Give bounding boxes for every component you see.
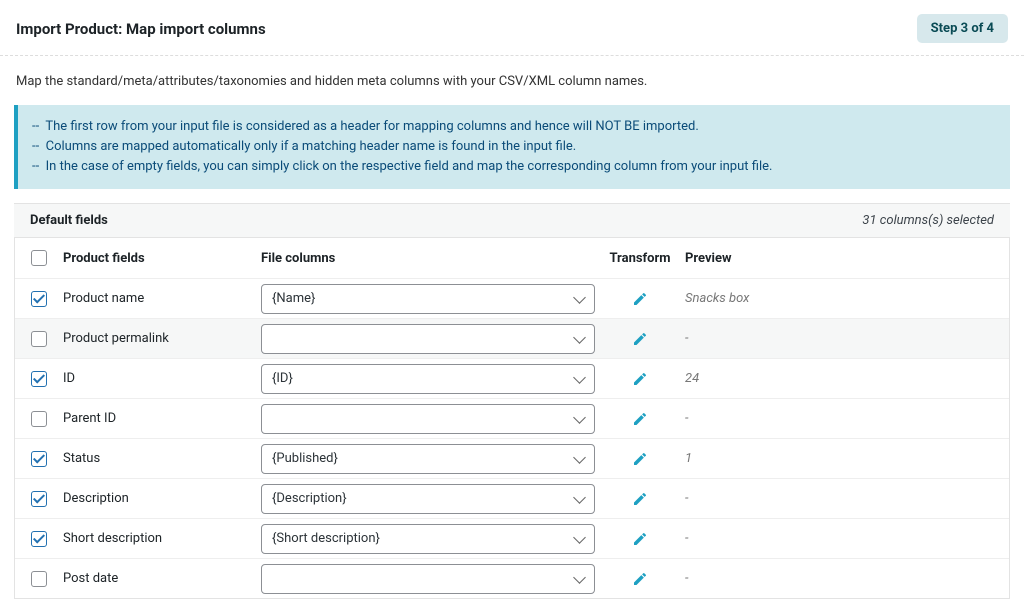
page-title: Import Product: Map import columns	[16, 20, 266, 38]
page-subtext: Map the standard/meta/attributes/taxonom…	[0, 56, 1024, 105]
preview-value: Snacks box	[675, 291, 1009, 306]
table-row: Product permalink -	[15, 318, 1009, 358]
file-column-select[interactable]	[261, 564, 595, 594]
col-header-field: Product fields	[63, 251, 261, 266]
file-column-select[interactable]: {Short description}	[261, 524, 595, 554]
mapping-table: Product fields File columns Transform Pr…	[14, 238, 1010, 599]
pencil-icon[interactable]	[632, 491, 648, 507]
pencil-icon[interactable]	[632, 531, 648, 547]
preview-value: -	[675, 571, 1009, 586]
file-column-select[interactable]: {Description}	[261, 484, 595, 514]
preview-value: 24	[675, 371, 1009, 386]
info-notice: -- The first row from your input file is…	[14, 105, 1010, 189]
row-checkbox[interactable]	[31, 491, 47, 507]
field-label: Parent ID	[63, 411, 261, 426]
section-title: Default fields	[30, 213, 108, 228]
col-header-transform: Transform	[605, 251, 675, 266]
col-header-preview: Preview	[675, 251, 1009, 266]
pencil-icon[interactable]	[632, 571, 648, 587]
section-header: Default fields 31 columns(s) selected	[14, 203, 1010, 238]
field-label: Short description	[63, 531, 261, 546]
row-checkbox[interactable]	[31, 571, 47, 587]
field-label: Status	[63, 451, 261, 466]
field-label: Product permalink	[63, 331, 261, 346]
step-badge: Step 3 of 4	[917, 14, 1008, 43]
table-row: Parent ID -	[15, 398, 1009, 438]
row-checkbox[interactable]	[31, 371, 47, 387]
notice-line: -- The first row from your input file is…	[32, 117, 996, 137]
file-column-select[interactable]: {Published}	[261, 444, 595, 474]
preview-value: -	[675, 411, 1009, 426]
file-column-select[interactable]	[261, 404, 595, 434]
table-row: Status{Published} 1	[15, 438, 1009, 478]
row-checkbox[interactable]	[31, 451, 47, 467]
table-header-row: Product fields File columns Transform Pr…	[15, 238, 1009, 278]
preview-value: -	[675, 531, 1009, 546]
file-column-select[interactable]: {Name}	[261, 284, 595, 314]
table-row: Description{Description} -	[15, 478, 1009, 518]
selected-count: 31 columns(s) selected	[862, 213, 994, 228]
pencil-icon[interactable]	[632, 291, 648, 307]
file-column-select[interactable]: {ID}	[261, 364, 595, 394]
header-bar: Import Product: Map import columns Step …	[0, 0, 1024, 56]
select-all-checkbox[interactable]	[31, 250, 47, 266]
pencil-icon[interactable]	[632, 411, 648, 427]
file-column-select[interactable]	[261, 324, 595, 354]
col-header-file: File columns	[261, 251, 605, 266]
field-label: Product name	[63, 291, 261, 306]
row-checkbox[interactable]	[31, 531, 47, 547]
pencil-icon[interactable]	[632, 371, 648, 387]
field-label: ID	[63, 371, 261, 386]
preview-value: -	[675, 491, 1009, 506]
notice-line: -- In the case of empty fields, you can …	[32, 157, 996, 177]
table-row: Post date -	[15, 558, 1009, 598]
pencil-icon[interactable]	[632, 331, 648, 347]
pencil-icon[interactable]	[632, 451, 648, 467]
table-row: Short description{Short description} -	[15, 518, 1009, 558]
field-label: Post date	[63, 571, 261, 586]
table-row: Product name{Name} Snacks box	[15, 278, 1009, 318]
table-row: ID{ID} 24	[15, 358, 1009, 398]
preview-value: -	[675, 331, 1009, 346]
row-checkbox[interactable]	[31, 331, 47, 347]
notice-line: -- Columns are mapped automatically only…	[32, 137, 996, 157]
row-checkbox[interactable]	[31, 411, 47, 427]
row-checkbox[interactable]	[31, 291, 47, 307]
field-label: Description	[63, 491, 261, 506]
preview-value: 1	[675, 451, 1009, 466]
